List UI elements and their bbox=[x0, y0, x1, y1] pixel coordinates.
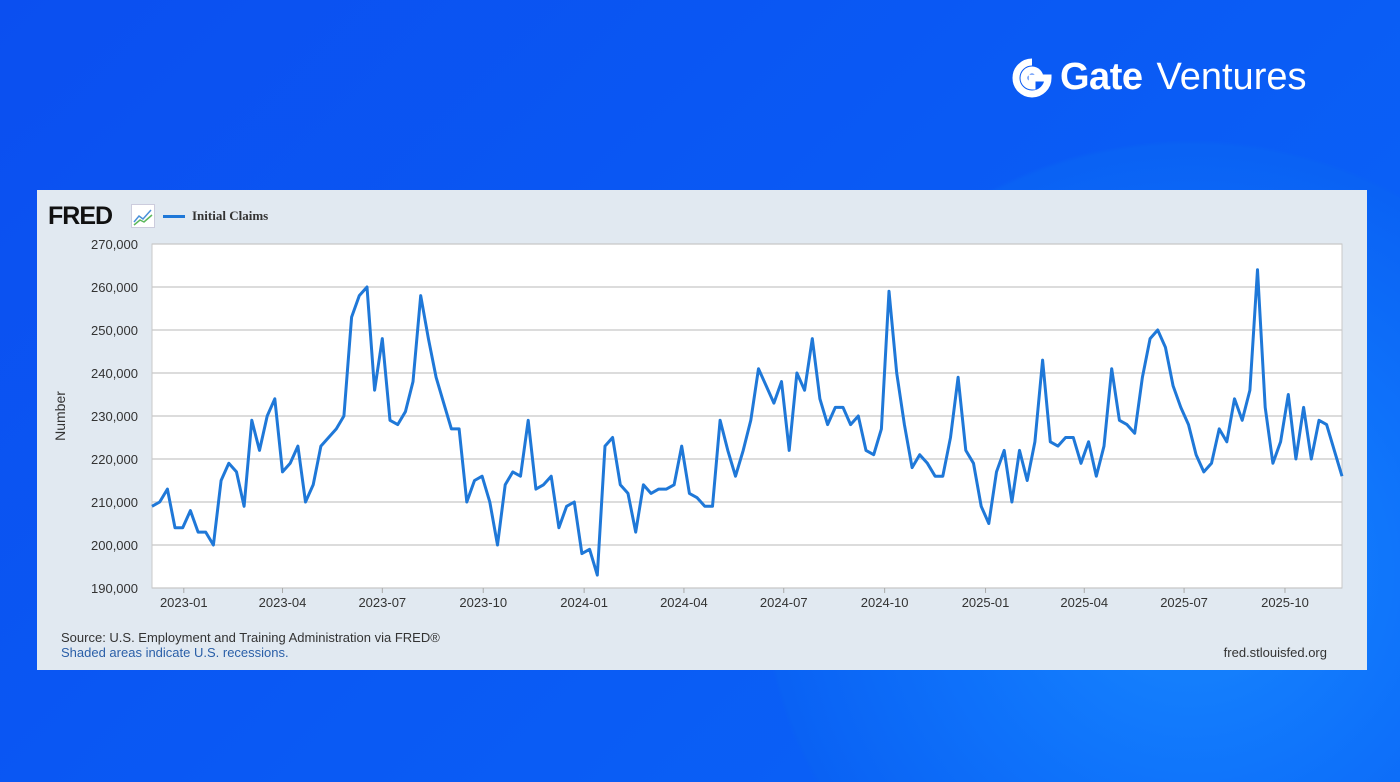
x-tick-label: 2025-07 bbox=[1160, 595, 1208, 610]
recession-note[interactable]: Shaded areas indicate U.S. recessions. bbox=[61, 645, 289, 660]
x-tick-label: 2024-10 bbox=[861, 595, 909, 610]
series-line-initial-claims bbox=[151, 268, 1344, 577]
y-tick-label: 270,000 bbox=[91, 237, 138, 252]
y-tick-label: 220,000 bbox=[91, 452, 138, 467]
y-tick-label: 260,000 bbox=[91, 280, 138, 295]
y-tick-label: 210,000 bbox=[91, 495, 138, 510]
fred-logo: FRED bbox=[48, 202, 113, 230]
logo-sub: Ventures bbox=[1156, 56, 1307, 98]
x-tick-label: 2024-01 bbox=[560, 595, 608, 610]
x-tick-label: 2025-04 bbox=[1060, 595, 1108, 610]
y-tick-label: 250,000 bbox=[91, 323, 138, 338]
y-tick-label: 200,000 bbox=[91, 538, 138, 553]
x-tick-label: 2023-01 bbox=[160, 595, 208, 610]
y-axis-label: Number bbox=[52, 391, 68, 441]
source-note: Source: U.S. Employment and Training Adm… bbox=[61, 630, 440, 645]
y-tick-label: 240,000 bbox=[91, 366, 138, 381]
x-tick-label: 2025-01 bbox=[962, 595, 1010, 610]
chart-legend: Initial Claims bbox=[163, 208, 268, 224]
chart-trend-icon bbox=[131, 204, 155, 228]
y-tick-label: 190,000 bbox=[91, 581, 138, 596]
x-tick-label: 2024-07 bbox=[760, 595, 808, 610]
x-tick-label: 2025-10 bbox=[1261, 595, 1309, 610]
legend-label: Initial Claims bbox=[192, 208, 269, 223]
x-tick-label: 2023-04 bbox=[259, 595, 307, 610]
line-chart: 190,000 200,000 210,000 220,000 230,000 240,0… bbox=[52, 237, 1344, 610]
gate-logo-icon bbox=[1012, 58, 1052, 97]
fred-url[interactable]: fred.stlouisfed.org bbox=[1223, 645, 1327, 660]
fred-chart-card: FRED Initial Claims 190,000 200,000 210,00… bbox=[37, 190, 1367, 670]
gate-ventures-logo: Gate Ventures bbox=[1012, 56, 1306, 99]
logo-brand: Gate bbox=[1060, 56, 1143, 98]
x-tick-label: 2024-04 bbox=[660, 595, 708, 610]
x-tick-label: 2023-10 bbox=[459, 595, 507, 610]
x-tick-label: 2023-07 bbox=[358, 595, 406, 610]
y-tick-label: 230,000 bbox=[91, 409, 138, 424]
legend-swatch bbox=[163, 214, 185, 218]
